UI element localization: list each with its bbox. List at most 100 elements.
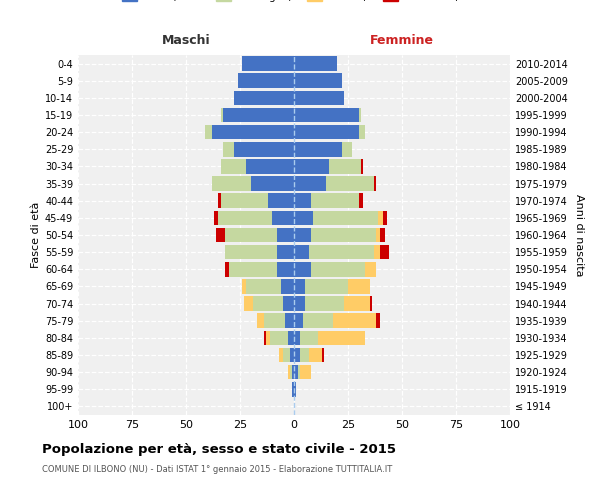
Bar	[302, 314, 333, 328]
Bar	[376, 314, 380, 328]
Bar	[223, 142, 233, 156]
Text: Femmine: Femmine	[370, 34, 434, 48]
Bar	[309, 348, 322, 362]
Bar	[277, 245, 294, 260]
Bar	[309, 245, 374, 260]
Bar	[311, 228, 376, 242]
Bar	[294, 314, 302, 328]
Y-axis label: Fasce di età: Fasce di età	[31, 202, 41, 268]
Bar	[268, 194, 294, 208]
Bar	[242, 279, 247, 293]
Bar	[333, 314, 376, 328]
Bar	[283, 348, 290, 362]
Bar	[374, 245, 380, 260]
Bar	[361, 159, 363, 174]
Bar	[376, 228, 380, 242]
Bar	[344, 296, 370, 311]
Bar	[305, 296, 344, 311]
Bar	[287, 330, 294, 345]
Bar	[251, 176, 294, 191]
Bar	[311, 194, 359, 208]
Bar	[301, 348, 309, 362]
Bar	[374, 176, 376, 191]
Bar	[212, 176, 251, 191]
Bar	[281, 279, 294, 293]
Bar	[264, 314, 286, 328]
Bar	[294, 74, 341, 88]
Bar	[298, 365, 301, 380]
Bar	[322, 348, 324, 362]
Bar	[225, 262, 229, 276]
Bar	[294, 210, 313, 225]
Bar	[287, 365, 290, 380]
Bar	[216, 228, 225, 242]
Text: Maschi: Maschi	[161, 34, 211, 48]
Bar	[283, 296, 294, 311]
Bar	[214, 210, 218, 225]
Bar	[233, 90, 294, 105]
Bar	[294, 194, 311, 208]
Bar	[378, 210, 383, 225]
Bar	[292, 365, 294, 380]
Bar	[365, 262, 376, 276]
Bar	[247, 159, 294, 174]
Bar	[212, 125, 294, 140]
Bar	[294, 159, 329, 174]
Bar	[294, 56, 337, 71]
Bar	[301, 330, 318, 345]
Bar	[247, 279, 281, 293]
Bar	[277, 262, 294, 276]
Bar	[294, 142, 341, 156]
Bar	[294, 245, 309, 260]
Bar	[294, 279, 305, 293]
Bar	[218, 194, 221, 208]
Bar	[305, 279, 348, 293]
Bar	[223, 108, 294, 122]
Bar	[225, 228, 277, 242]
Bar	[294, 382, 296, 396]
Bar	[341, 142, 352, 156]
Bar	[318, 330, 365, 345]
Bar	[359, 194, 363, 208]
Bar	[205, 125, 212, 140]
Bar	[238, 74, 294, 88]
Bar	[221, 194, 268, 208]
Bar	[380, 228, 385, 242]
Bar	[292, 382, 294, 396]
Bar	[326, 176, 374, 191]
Bar	[253, 296, 283, 311]
Bar	[294, 330, 301, 345]
Text: COMUNE DI ILBONO (NU) - Dati ISTAT 1° gennaio 2015 - Elaborazione TUTTITALIA.IT: COMUNE DI ILBONO (NU) - Dati ISTAT 1° ge…	[42, 466, 392, 474]
Bar	[294, 228, 311, 242]
Bar	[311, 262, 365, 276]
Bar	[244, 296, 253, 311]
Bar	[221, 108, 223, 122]
Bar	[277, 228, 294, 242]
Bar	[264, 330, 266, 345]
Bar	[380, 245, 389, 260]
Bar	[266, 330, 270, 345]
Bar	[270, 330, 287, 345]
Bar	[229, 262, 277, 276]
Legend: Celibi/Nubili, Coniugati/e, Vedovi/e, Divorziati/e: Celibi/Nubili, Coniugati/e, Vedovi/e, Di…	[118, 0, 470, 6]
Bar	[294, 176, 326, 191]
Bar	[294, 365, 298, 380]
Bar	[290, 348, 294, 362]
Bar	[359, 108, 361, 122]
Y-axis label: Anni di nascita: Anni di nascita	[574, 194, 584, 276]
Bar	[257, 314, 264, 328]
Bar	[348, 279, 370, 293]
Bar	[383, 210, 387, 225]
Bar	[218, 210, 272, 225]
Bar	[359, 125, 365, 140]
Bar	[242, 56, 294, 71]
Bar	[294, 90, 344, 105]
Bar	[225, 245, 277, 260]
Bar	[279, 348, 283, 362]
Bar	[294, 296, 305, 311]
Bar	[233, 142, 294, 156]
Bar	[294, 348, 301, 362]
Bar	[286, 314, 294, 328]
Bar	[294, 108, 359, 122]
Bar	[294, 262, 311, 276]
